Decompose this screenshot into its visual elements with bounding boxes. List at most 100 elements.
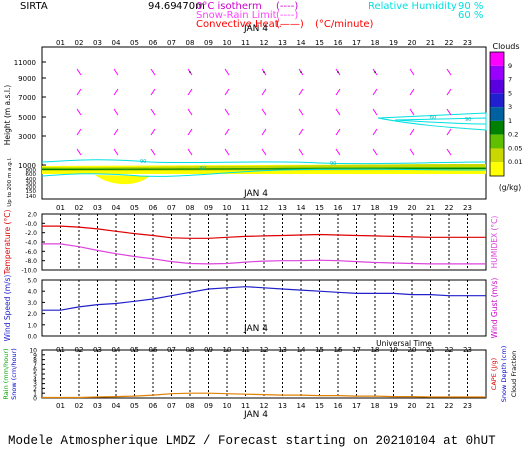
hour-label-p2: 04: [112, 204, 121, 212]
y-tick-label: 7: [33, 362, 37, 369]
contour-label: 90: [140, 159, 146, 165]
hour-label-top: 13: [278, 39, 287, 47]
y-tick-label: -10.0: [21, 268, 37, 275]
hour-label-p2: 18: [371, 204, 380, 212]
contour-label: 90: [465, 117, 471, 123]
hour-label-bottom: 04: [112, 402, 121, 410]
wind-speed-axis-title: Wind Speed (m/s): [3, 275, 12, 342]
y-tick-label: 0.0: [27, 334, 37, 341]
wind-barb: [261, 148, 267, 156]
clouds-legend-swatch: [490, 107, 504, 121]
wind-barb: [372, 88, 378, 96]
wind-barb: [187, 108, 193, 116]
y-tick-label: 0: [33, 396, 37, 403]
wind-barb: [409, 128, 415, 136]
snow-depth-axis-title: Snow Depth (cm): [500, 346, 508, 402]
height-tick-label: 800: [26, 168, 37, 174]
legend-label: 0°C isotherm: [196, 1, 262, 12]
legend-unit: (°C/minute): [315, 19, 374, 30]
hour-label-top: 08: [186, 39, 195, 47]
hour-label-top: 20: [408, 39, 417, 47]
hour-label-bottom: 19: [389, 402, 398, 410]
date-label: JAN 4: [243, 189, 268, 199]
hour-label-p2: 11: [241, 204, 250, 212]
humidity-contours: 90 60 90 60 90: [41, 112, 487, 177]
hour-label-p2: 16: [334, 204, 343, 212]
wind-barb: [224, 108, 230, 116]
clouds-legend-swatch: [490, 52, 504, 66]
contour-label: 60: [430, 115, 436, 121]
wind-barb: [446, 148, 452, 156]
hour-label-p2: 05: [130, 204, 139, 212]
hour-label-p2: 23: [463, 204, 472, 212]
hour-label-top: 17: [352, 39, 361, 47]
hour-label-bottom: 20: [408, 402, 417, 410]
series-line: [42, 286, 486, 311]
legend-sample: (----): [276, 10, 298, 21]
wind-barb: [409, 108, 415, 116]
hour-label-p2: 10: [223, 204, 232, 212]
hour-label-p2: 22: [445, 204, 454, 212]
station-coords: 94.69: [148, 1, 177, 12]
y-tick-label: -6.0: [25, 249, 37, 256]
height-axis-title: Height (m a.s.l.): [3, 85, 12, 146]
y-tick-label: 2: [33, 386, 37, 393]
wind-barb: [446, 128, 452, 136]
y-tick-label: 4.0: [27, 289, 37, 296]
wind-barb: [150, 148, 156, 156]
wind-barb: [76, 128, 82, 136]
clouds-legend-level: 7: [508, 76, 512, 84]
wind-barb: [298, 128, 304, 136]
wind-gust-axis-title: Wind Gust (m/s): [490, 278, 499, 339]
hour-label-p2: 12: [260, 204, 269, 212]
wind-barb: [335, 88, 341, 96]
height-tick-label: 200: [26, 185, 37, 191]
hour-label-bottom: 16: [334, 402, 343, 410]
hour-label-top: 22: [445, 39, 454, 47]
wind-barb: [446, 108, 452, 116]
hour-label-p2: 21: [426, 204, 435, 212]
y-tick-label: -4.0: [25, 240, 37, 247]
wind-barb: [150, 68, 156, 76]
series-line: [42, 243, 486, 265]
wind-barb: [409, 68, 415, 76]
clouds-legend-swatch: [490, 93, 504, 108]
hour-label-p2: 07: [167, 204, 176, 212]
barb-dot: [374, 71, 376, 73]
legend-left: 0°C isotherm (----)Snow-Rain Limit (----)C…: [196, 1, 374, 30]
hour-label-bottom: 07: [167, 402, 176, 410]
contour-90: [41, 168, 487, 177]
clouds-legend-unit: (g/kg): [499, 183, 521, 192]
humidex-axis-title: HUMIDEX (°C): [490, 216, 499, 269]
clouds-legend-level: 5: [508, 89, 512, 97]
hour-label-top: 15: [315, 39, 324, 47]
clouds-legend-level: 0.05: [508, 144, 522, 152]
wind-barb: [446, 68, 452, 76]
hour-label-p2: 15: [315, 204, 324, 212]
hour-label-bottom: 23: [463, 402, 472, 410]
humidity-label: Relative Humidity: [368, 1, 457, 12]
contour-upper: [377, 112, 487, 131]
hour-label-p2: 03: [93, 204, 102, 212]
wind-barb: [76, 108, 82, 116]
hour-label-top: 19: [389, 39, 398, 47]
wind-barb: [298, 148, 304, 156]
clouds-legend-swatch: [490, 65, 504, 80]
hour-label-bottom: 09: [204, 402, 213, 410]
wind-barb: [113, 128, 119, 136]
low-cloud-band: [42, 164, 486, 185]
y-tick-label: 3.0: [27, 300, 37, 307]
cloud-blob: [95, 175, 150, 185]
height-tick-label: 400: [26, 177, 37, 183]
clouds-legend-swatch: [490, 134, 504, 149]
wind-barb: [372, 108, 378, 116]
wind-barb: [76, 68, 82, 76]
y-tick-label: 8: [33, 357, 37, 364]
wind-barbs: [76, 68, 452, 156]
hour-label-top: 06: [149, 39, 158, 47]
hour-label-p2: 06: [149, 204, 158, 212]
wind-barb: [298, 88, 304, 96]
hour-label-top: 02: [75, 39, 84, 47]
snow-axis-title: Snow (cm/hour): [10, 348, 18, 400]
